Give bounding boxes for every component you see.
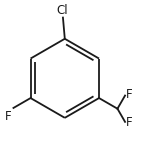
Text: Cl: Cl — [57, 4, 68, 17]
Text: F: F — [126, 88, 133, 101]
Text: F: F — [126, 116, 133, 129]
Text: F: F — [5, 110, 12, 123]
